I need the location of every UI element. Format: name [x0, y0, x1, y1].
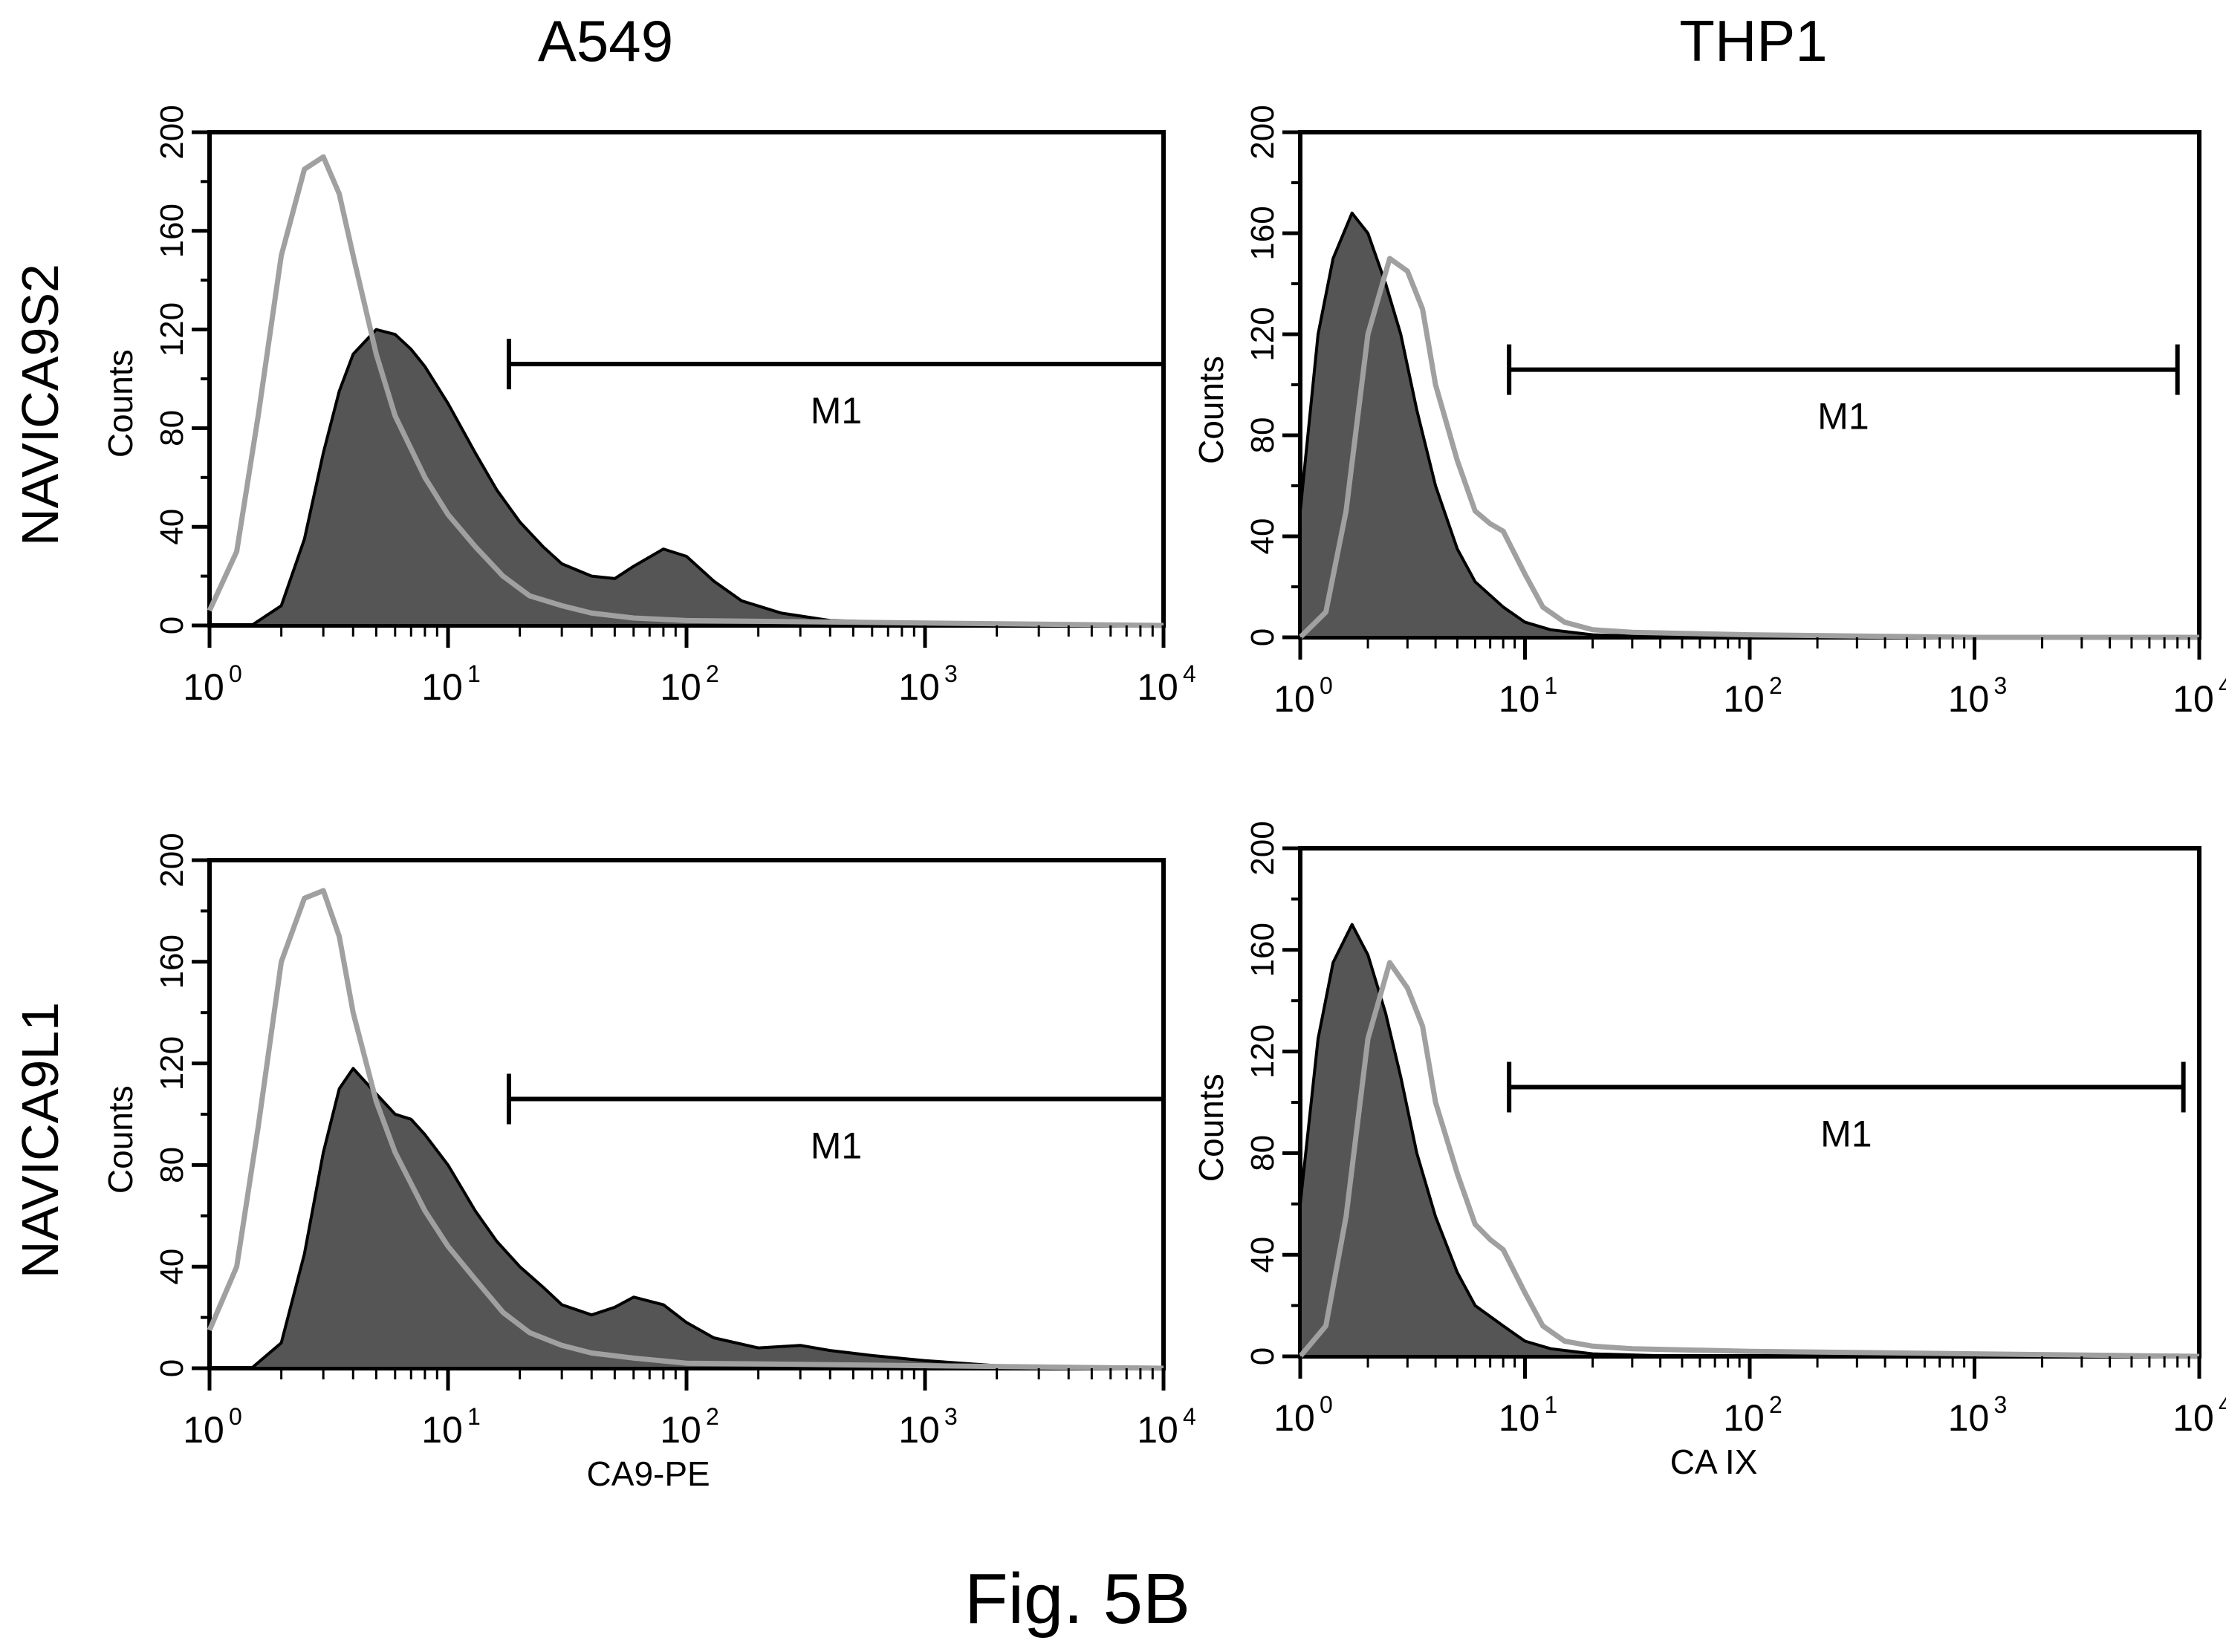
y-tick-label: 120 — [154, 1036, 190, 1090]
column-title-thp1: THP1 — [1679, 8, 1827, 74]
y-tick-label: 200 — [1245, 105, 1281, 159]
x-tick-exponent: 2 — [1769, 672, 1782, 699]
x-tick-label: 10 — [898, 1409, 940, 1451]
y-tick-label: 40 — [154, 509, 190, 545]
x-tick-label: 10 — [183, 1409, 224, 1451]
y-tick-label: 120 — [1245, 307, 1281, 361]
y-tick-label: 80 — [1245, 1135, 1281, 1171]
x-tick-label: 10 — [421, 1409, 463, 1451]
x-tick-exponent: 0 — [1320, 672, 1333, 699]
y-tick-label: 120 — [154, 302, 190, 357]
x-tick-exponent: 4 — [2219, 1391, 2226, 1418]
x-tick-exponent: 3 — [944, 660, 958, 687]
x-tick-exponent: 0 — [229, 1403, 242, 1430]
gate-label: M1 — [811, 390, 862, 432]
x-tick-label: 10 — [1137, 666, 1178, 708]
y-tick-label: 0 — [1245, 1347, 1281, 1365]
x-tick-label: 10 — [1499, 1397, 1540, 1439]
x-tick-exponent: 1 — [1545, 672, 1558, 699]
x-tick-exponent: 1 — [467, 1403, 481, 1430]
x-tick-exponent: 4 — [2219, 672, 2226, 699]
y-tick-label: 40 — [154, 1249, 190, 1285]
x-tick-label: 10 — [1723, 678, 1765, 720]
x-tick-label: 10 — [1948, 1397, 1990, 1439]
column-title-a549: A549 — [538, 8, 673, 74]
x-tick-exponent: 3 — [1994, 1391, 2008, 1418]
x-tick-label: 10 — [660, 1409, 701, 1451]
row-title-navica9s2: NAVICA9S2 — [11, 264, 69, 546]
control-histogram-series — [207, 888, 1164, 1371]
x-tick-exponent: 4 — [1183, 660, 1196, 687]
y-tick-label: 40 — [1245, 1237, 1281, 1273]
control-histogram-series — [1298, 256, 2199, 640]
x-tick-exponent: 3 — [1994, 672, 2008, 699]
x-tick-label: 10 — [183, 666, 224, 708]
x-tick-label: 10 — [2173, 678, 2214, 720]
x-tick-exponent: 3 — [944, 1403, 958, 1430]
x-tick-label: 10 — [1273, 678, 1315, 720]
y-tick-label: 80 — [154, 410, 190, 446]
x-tick-label: 10 — [1948, 678, 1990, 720]
y-tick-label: 80 — [1245, 417, 1281, 454]
x-tick-exponent: 4 — [1183, 1403, 1196, 1430]
gate-label: M1 — [811, 1125, 862, 1166]
x-axis-label: CA9-PE — [587, 1454, 710, 1493]
y-axis-label: Counts — [101, 349, 140, 458]
x-tick-label: 10 — [1137, 1409, 1178, 1451]
control-histogram-series — [207, 154, 1164, 628]
stained-histogram-series — [208, 1067, 1165, 1370]
x-tick-exponent: 2 — [1769, 1391, 1782, 1418]
y-tick-label: 0 — [1245, 628, 1281, 646]
x-axis-label: CA IX — [1670, 1443, 1758, 1481]
y-tick-label: 40 — [1245, 518, 1281, 555]
y-tick-label: 160 — [154, 934, 190, 989]
x-tick-label: 10 — [898, 666, 940, 708]
stained-histogram-series — [208, 328, 1165, 627]
y-tick-label: 0 — [154, 1359, 190, 1377]
x-tick-exponent: 1 — [1545, 1391, 1558, 1418]
x-tick-exponent: 0 — [229, 660, 242, 687]
y-axis-label: Counts — [1192, 1073, 1230, 1182]
x-tick-label: 10 — [1723, 1397, 1765, 1439]
x-tick-label: 10 — [1499, 678, 1540, 720]
x-tick-exponent: 2 — [706, 1403, 719, 1430]
x-tick-label: 10 — [660, 666, 701, 708]
control-histogram-series — [1298, 960, 2200, 1359]
y-tick-label: 160 — [1245, 923, 1281, 977]
y-tick-label: 200 — [154, 105, 190, 159]
y-tick-label: 200 — [1245, 821, 1281, 875]
stained-histogram-series — [1299, 211, 2201, 639]
stained-histogram-series — [1299, 923, 2201, 1358]
y-tick-label: 160 — [154, 204, 190, 258]
y-tick-label: 160 — [1245, 206, 1281, 260]
y-tick-label: 80 — [154, 1147, 190, 1183]
x-tick-label: 10 — [2173, 1397, 2214, 1439]
y-tick-label: 200 — [154, 833, 190, 887]
figure-caption: Fig. 5B — [964, 1559, 1190, 1639]
x-tick-exponent: 2 — [706, 660, 719, 687]
x-tick-label: 10 — [1273, 1397, 1315, 1439]
row-title-navica9l1: NAVICA9L1 — [11, 1002, 69, 1278]
y-tick-label: 120 — [1245, 1024, 1281, 1079]
y-axis-label: Counts — [101, 1085, 140, 1194]
x-tick-label: 10 — [421, 666, 463, 708]
gate-label: M1 — [1817, 396, 1869, 438]
x-tick-exponent: 0 — [1320, 1391, 1333, 1418]
y-tick-label: 0 — [154, 617, 190, 634]
gate-label: M1 — [1820, 1113, 1872, 1154]
y-axis-label: Counts — [1192, 356, 1230, 464]
x-tick-exponent: 1 — [467, 660, 481, 687]
